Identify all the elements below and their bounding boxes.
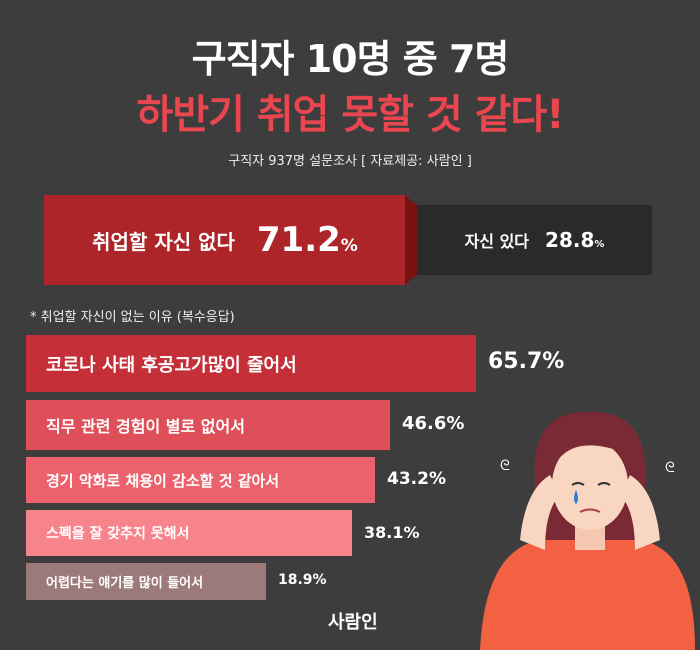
- no-confidence-block: 취업할 자신 없다 71.2%: [44, 195, 406, 285]
- reason-label: 스펙을 잘 갖추지 못해서: [46, 526, 190, 542]
- reason-value: 65.7%: [488, 349, 565, 375]
- reason-label: 직무 관련 경험이 별로 없어서: [46, 417, 245, 436]
- confidence-value: 28.8%: [545, 228, 605, 252]
- reason-value: 18.9%: [278, 572, 327, 589]
- reason-bar: 경기 악화로 채용이 감소할 것 같아서: [26, 457, 375, 503]
- reason-label: 경기 악화로 채용이 감소할 것 같아서: [46, 471, 280, 490]
- worry-mark-left-icon: ᘓ: [500, 458, 510, 474]
- reason-value: 46.6%: [402, 413, 465, 435]
- no-confidence-label: 취업할 자신 없다: [92, 229, 235, 254]
- reason-value: 43.2%: [387, 468, 446, 489]
- reason-label: 어렵다는 얘기를 많이 들어서: [46, 576, 204, 591]
- no-confidence-value: 71.2%: [256, 220, 358, 260]
- reason-bar: 스펙을 잘 갖추지 못해서: [26, 510, 352, 556]
- worried-woman-illustration: ᘓ ᘓ: [480, 411, 695, 650]
- worry-mark-right-icon: ᘓ: [665, 460, 675, 476]
- reason-bar: 직무 관련 경험이 별로 없어서: [26, 400, 390, 450]
- subtitle: 구직자 937명 설문조사 [ 자료제공: 사람인 ]: [228, 154, 472, 169]
- reason-bar: 코로나 사태 후공고가많이 줄어서: [26, 335, 476, 392]
- reason-value: 38.1%: [364, 522, 420, 542]
- confidence-label: 자신 있다: [464, 232, 530, 251]
- reason-label: 코로나 사태 후공고가많이 줄어서: [46, 354, 297, 376]
- title-line1: 구직자 10명 중 7명: [191, 37, 510, 81]
- reason-bar: 어렵다는 얘기를 많이 들어서: [26, 563, 266, 600]
- title-line2: 하반기 취업 못할 것 같다!: [136, 92, 565, 138]
- confidence-block: 자신 있다 28.8%: [417, 205, 652, 275]
- saramin-logo: 사람인: [328, 612, 378, 633]
- reasons-note: * 취업할 자신이 없는 이유 (복수응답): [30, 310, 235, 325]
- fold-decoration: [405, 195, 417, 285]
